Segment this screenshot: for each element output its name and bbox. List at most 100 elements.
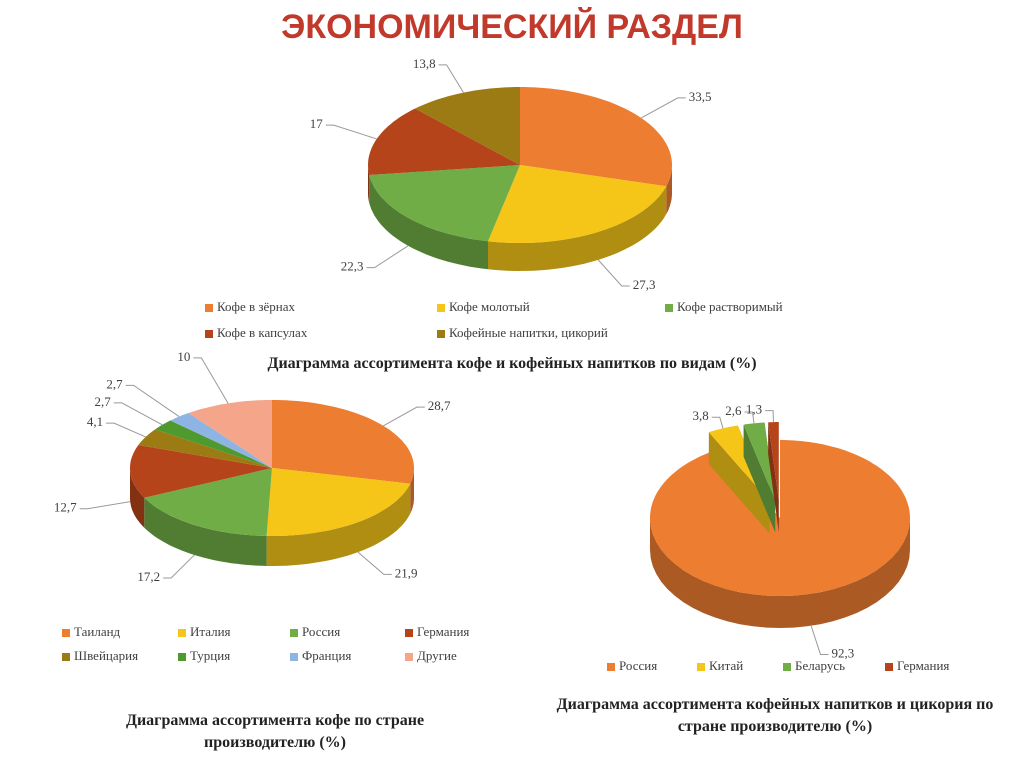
legend-swatch (437, 330, 445, 338)
legend-swatch (205, 330, 213, 338)
legend-label: Беларусь (795, 658, 845, 673)
data-label: 21,9 (395, 565, 418, 580)
legend-label: Франция (302, 648, 351, 663)
leader-line (597, 259, 630, 287)
leader-line (366, 245, 409, 269)
legend-label: Кофе в капсулах (217, 325, 308, 340)
pie-slice (272, 400, 414, 484)
slice-side (369, 175, 488, 270)
slice-side (743, 424, 776, 533)
pie-slice (369, 165, 520, 242)
pie-slice (138, 429, 272, 468)
leader-line (641, 97, 686, 119)
legend-label: Китай (709, 658, 743, 673)
legend-swatch (62, 653, 70, 661)
slice-side (768, 422, 779, 533)
slice-side (410, 468, 414, 514)
data-label: 17 (310, 116, 324, 131)
pie-slice (130, 445, 272, 498)
pie-slice (368, 108, 520, 175)
legend-swatch (405, 629, 413, 637)
pie-slice (520, 87, 672, 187)
legend-label: Кофе в зёрнах (217, 299, 295, 314)
data-label: 10 (177, 349, 190, 364)
pie-slice (155, 420, 272, 468)
data-label: 22,3 (341, 259, 364, 274)
leader-line (193, 357, 229, 404)
slice-side (666, 165, 672, 215)
data-label: 1,3 (746, 402, 762, 417)
slice-side (144, 497, 267, 566)
legend-label: Италия (190, 624, 231, 639)
slice-side (368, 165, 370, 203)
legend-swatch (885, 663, 893, 671)
legend-swatch (290, 629, 298, 637)
slice-side (266, 483, 411, 566)
data-label: 27,3 (633, 277, 656, 292)
data-label: 33,5 (689, 89, 712, 104)
pie-slice (170, 413, 272, 468)
slide-title: ЭКОНОМИЧЕСКИЙ РАЗДЕЛ (281, 8, 743, 46)
pie-slice (650, 440, 910, 596)
legend-swatch (697, 663, 705, 671)
legend-label: Турция (190, 648, 230, 663)
slice-side (488, 186, 667, 271)
leader-line (438, 64, 464, 93)
leader-line (357, 551, 392, 575)
leader-line (810, 625, 829, 655)
pie-slice (488, 165, 667, 243)
data-label: 3,8 (693, 408, 709, 423)
data-label: 2,6 (725, 403, 742, 418)
leader-line (765, 410, 774, 423)
legend-swatch (607, 663, 615, 671)
pie-slice (266, 468, 411, 536)
legend-swatch (437, 304, 445, 312)
leader-line (383, 406, 425, 427)
data-label: 92,3 (831, 645, 854, 660)
leader-line (125, 384, 180, 417)
legend-swatch (205, 304, 213, 312)
data-label: 2,7 (106, 376, 123, 391)
data-label: 4,1 (87, 414, 103, 429)
legend-label: Кофейные напитки, цикорий (449, 325, 608, 340)
leader-line (744, 411, 755, 424)
slice-side (650, 518, 910, 628)
legend-swatch (178, 653, 186, 661)
pie-slice (144, 468, 272, 536)
legend-label: Германия (897, 658, 949, 673)
legend-swatch (405, 653, 413, 661)
legend-swatch (290, 653, 298, 661)
legend-label: Россия (302, 624, 340, 639)
chart-title: Диаграмма ассортимента кофе и кофейных н… (267, 355, 757, 372)
legend-swatch (178, 629, 186, 637)
data-label: 2,7 (94, 394, 111, 409)
leader-line (79, 501, 131, 510)
slice-side (130, 468, 145, 528)
legend-label: Кофе растворимый (677, 299, 783, 314)
legend-swatch (783, 663, 791, 671)
leader-line (325, 124, 377, 140)
leader-line (711, 416, 724, 429)
data-label: 12,7 (54, 500, 77, 515)
legend-label: Швейцария (74, 648, 138, 663)
leader-line (113, 402, 163, 426)
chart-title: Диаграмма ассортимента кофе по стране пр… (125, 712, 425, 751)
pie-slice (768, 422, 779, 501)
leader-line (106, 422, 146, 438)
pie-slice (415, 87, 520, 165)
legend-label: Другие (417, 648, 457, 663)
legend-swatch (665, 304, 673, 312)
pie-slice (708, 425, 770, 502)
pie-slice (188, 400, 272, 468)
legend-label: Германия (417, 624, 469, 639)
pie-slice (743, 422, 776, 501)
leader-line (163, 554, 195, 579)
data-label: 13,8 (413, 56, 436, 71)
chart-title: Диаграмма ассортимента кофейных напитков… (556, 696, 994, 735)
data-label: 17,2 (137, 569, 160, 584)
legend-label: Таиланд (74, 624, 121, 639)
legend-swatch (62, 629, 70, 637)
data-label: 28,7 (428, 398, 451, 413)
